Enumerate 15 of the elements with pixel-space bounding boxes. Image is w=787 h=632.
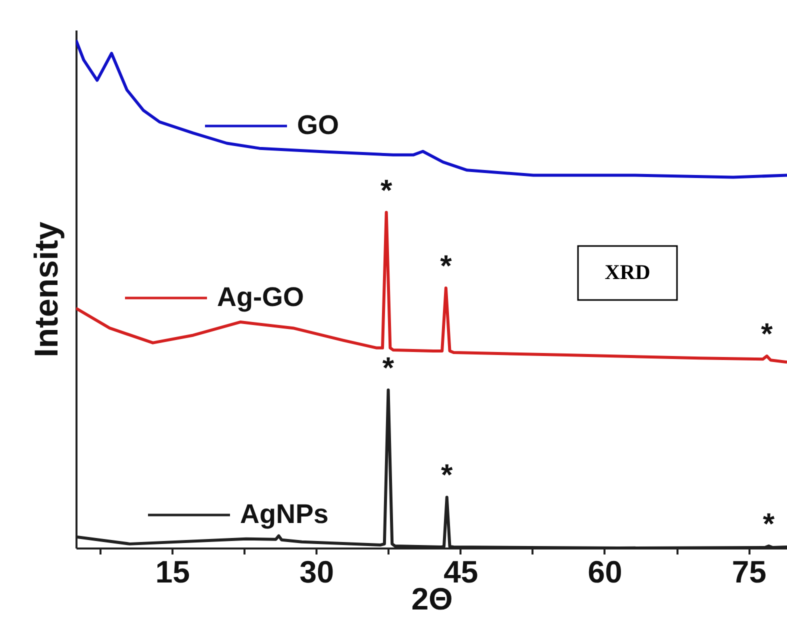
annotation: * bbox=[382, 352, 394, 386]
y-axis-title: Intensity bbox=[28, 221, 64, 358]
x-tick-label: 15 bbox=[155, 554, 190, 590]
annotation: * bbox=[760, 318, 773, 352]
legend-label: Ag-GO bbox=[217, 282, 304, 312]
annotation: * bbox=[762, 508, 775, 541]
annotation: * bbox=[380, 174, 392, 208]
x-tick-label: 60 bbox=[588, 554, 622, 590]
annotation: * bbox=[441, 459, 454, 492]
x-tick-label: 75 bbox=[732, 554, 766, 590]
legend-label: GO bbox=[297, 110, 340, 140]
legend-label: AgNPs bbox=[240, 499, 329, 529]
annotation: * bbox=[440, 250, 452, 283]
x-tick-label: 30 bbox=[299, 554, 334, 590]
annotation: XRD bbox=[604, 260, 650, 284]
